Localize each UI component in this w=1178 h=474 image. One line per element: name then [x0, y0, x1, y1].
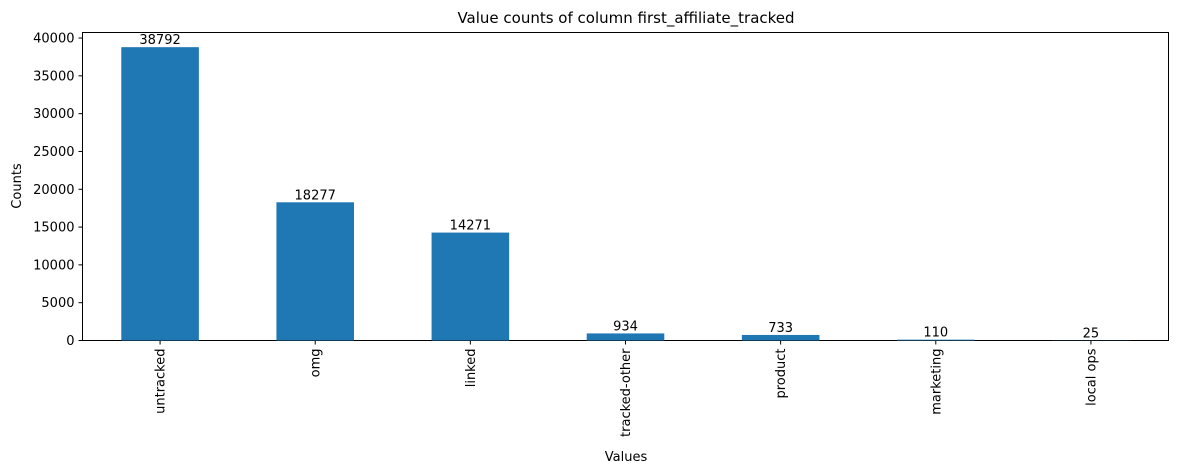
- y-tick-label: 5000: [41, 296, 74, 311]
- x-tick-label: omg: [309, 349, 324, 378]
- bar-linked: [431, 232, 510, 341]
- x-tick-label: linked: [464, 349, 479, 388]
- data-label: 25: [1083, 326, 1100, 341]
- y-tick-label: 20000: [33, 183, 74, 198]
- data-label: 934: [613, 319, 638, 334]
- data-label: 14271: [450, 219, 491, 234]
- x-axis-label: Values: [605, 450, 648, 465]
- y-tick-label: 15000: [33, 221, 74, 236]
- bar-tracked-other: [586, 333, 665, 341]
- bar-omg: [276, 202, 354, 341]
- y-tick-label: 10000: [33, 258, 74, 273]
- x-axis: untracked omg linked tracked-other product ma…: [154, 340, 1099, 437]
- y-tick-label: 0: [66, 334, 74, 349]
- bar-marketing: [897, 339, 975, 341]
- y-axis: 0 5000 10000 15000 20000 25000 30000 35000 40000: [33, 32, 83, 349]
- data-label: 38792: [139, 33, 180, 48]
- bars: [121, 47, 1130, 341]
- bar-product: [741, 334, 820, 341]
- x-tick-label: local ops: [1084, 348, 1099, 406]
- x-tick-label: untracked: [154, 349, 169, 414]
- plot-area: [82, 32, 1169, 341]
- x-tick-label: tracked-other: [619, 348, 634, 437]
- x-tick-label: marketing: [929, 349, 944, 415]
- chart-title: Value counts of column first_affiliate_t…: [457, 9, 794, 28]
- y-tick-label: 40000: [33, 32, 74, 47]
- y-tick-label: 30000: [33, 107, 74, 122]
- data-label: 733: [768, 321, 793, 336]
- data-label: 110: [923, 326, 948, 341]
- data-labels: 38792 18277 14271 934 733 110 25: [139, 33, 1099, 341]
- data-label: 18277: [295, 188, 336, 203]
- x-tick-label: product: [774, 349, 789, 399]
- bar-untracked: [121, 47, 199, 341]
- y-tick-label: 25000: [33, 145, 74, 160]
- y-tick-label: 35000: [33, 69, 74, 84]
- y-axis-label: Counts: [10, 163, 25, 209]
